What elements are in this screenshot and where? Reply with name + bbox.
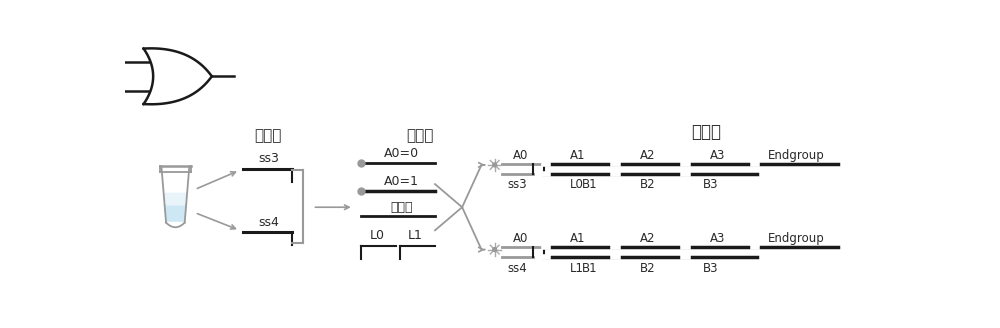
Text: 输入链: 输入链 xyxy=(255,128,282,143)
Polygon shape xyxy=(165,194,186,205)
Text: L0: L0 xyxy=(369,229,384,242)
Text: A0=1: A0=1 xyxy=(384,175,419,188)
Text: B3: B3 xyxy=(703,261,719,275)
Polygon shape xyxy=(165,205,186,221)
Text: A1: A1 xyxy=(570,149,585,162)
Text: A2: A2 xyxy=(640,149,655,162)
Text: 结果链: 结果链 xyxy=(691,123,721,141)
Polygon shape xyxy=(493,163,497,167)
Text: B3: B3 xyxy=(703,178,719,192)
Text: B2: B2 xyxy=(640,261,655,275)
Text: B1: B1 xyxy=(581,261,597,275)
Text: B1: B1 xyxy=(581,178,597,192)
Text: A0: A0 xyxy=(513,232,529,245)
Polygon shape xyxy=(493,248,497,252)
Text: A3: A3 xyxy=(709,232,725,245)
Text: Endgroup: Endgroup xyxy=(768,232,825,245)
Text: A0: A0 xyxy=(513,149,529,162)
Text: ss3: ss3 xyxy=(507,178,527,192)
Text: 加数等: 加数等 xyxy=(390,201,413,214)
Text: A3: A3 xyxy=(709,149,725,162)
Text: L1: L1 xyxy=(408,229,423,242)
Text: A1: A1 xyxy=(570,232,585,245)
Text: A0=0: A0=0 xyxy=(384,147,419,160)
Text: Endgroup: Endgroup xyxy=(768,149,825,162)
Text: ss4: ss4 xyxy=(258,216,279,229)
Text: A2: A2 xyxy=(640,232,655,245)
Text: L1: L1 xyxy=(569,261,583,275)
Text: L0: L0 xyxy=(570,178,583,192)
Text: ss3: ss3 xyxy=(258,152,279,165)
Text: B2: B2 xyxy=(640,178,655,192)
Text: ss4: ss4 xyxy=(507,261,527,275)
Text: 底物链: 底物链 xyxy=(406,128,433,143)
